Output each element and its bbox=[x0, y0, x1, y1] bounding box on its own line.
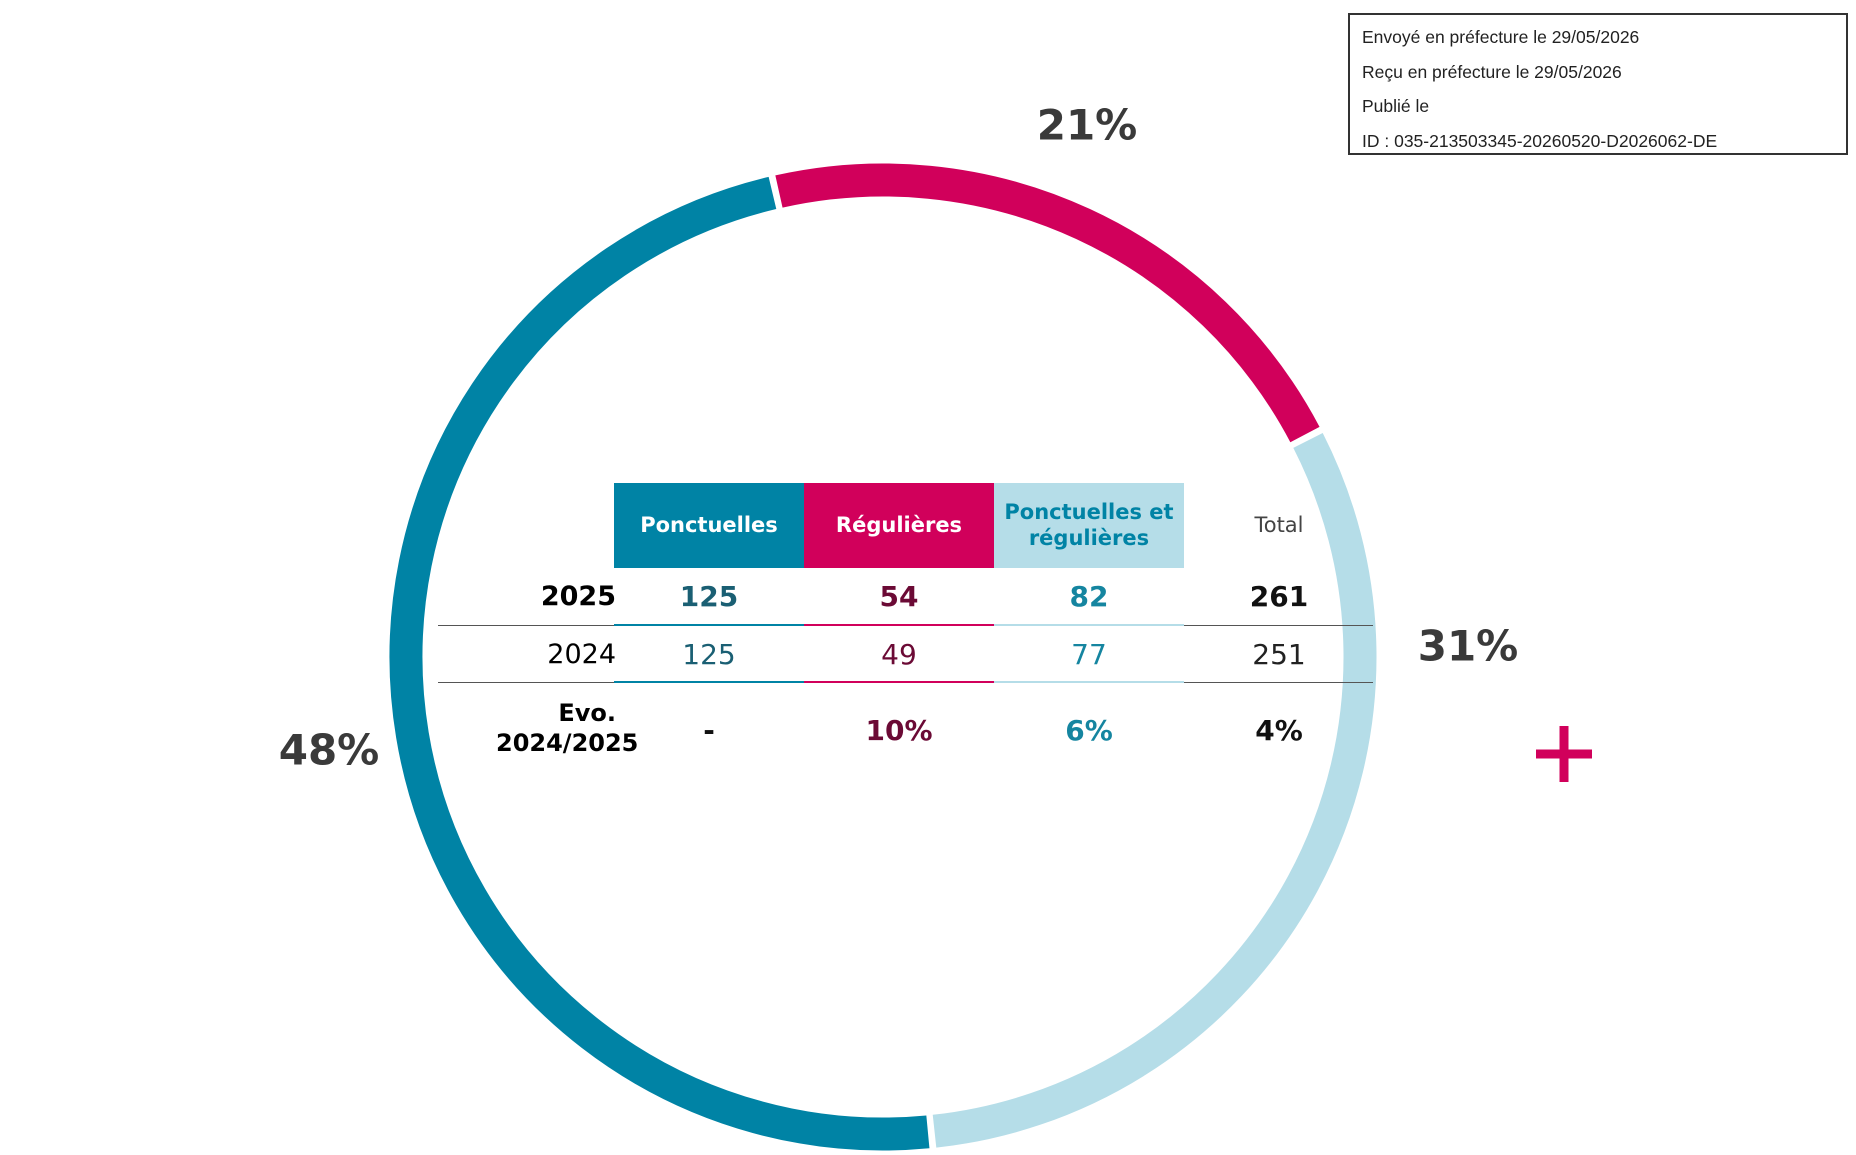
table-cell: 77 bbox=[994, 635, 1184, 675]
table-cell: - bbox=[614, 711, 804, 751]
table-cell: 10% bbox=[804, 711, 994, 751]
cell-underline bbox=[994, 681, 1184, 683]
stamp-line: Publié le bbox=[1362, 96, 1834, 131]
table-cell: 4% bbox=[1184, 711, 1374, 751]
table-cell: 125 bbox=[614, 635, 804, 675]
cell-underline bbox=[804, 681, 994, 683]
table-cell: 261 bbox=[1184, 577, 1374, 617]
stamp-line: Envoyé en préfecture le 29/05/2026 bbox=[1362, 27, 1834, 62]
table-header: Ponctuelles et régulières bbox=[994, 483, 1184, 568]
segment-label: 48% bbox=[279, 726, 380, 775]
table-header: Ponctuelles bbox=[614, 483, 804, 568]
table-cell: 125 bbox=[614, 577, 804, 617]
cell-underline bbox=[804, 624, 994, 626]
row-label: 2025 bbox=[446, 577, 616, 617]
table-cell: 6% bbox=[994, 711, 1184, 751]
stamp-line: ID : 035-213503345-20260520-D2026062-DE bbox=[1362, 131, 1834, 166]
table-header: Régulières bbox=[804, 483, 994, 568]
plus-icon bbox=[1536, 726, 1592, 782]
row-label: 2024 bbox=[446, 635, 616, 675]
cell-underline bbox=[614, 681, 804, 683]
table-cell: 82 bbox=[994, 577, 1184, 617]
table-cell: 54 bbox=[804, 577, 994, 617]
segment-label: 21% bbox=[1037, 101, 1138, 150]
cell-underline bbox=[994, 624, 1184, 626]
table-cell: 49 bbox=[804, 635, 994, 675]
row-label: Evo. 2024/2025 bbox=[496, 698, 616, 758]
page: {"chart_data": {"type": "donut", "catego… bbox=[0, 0, 1856, 1155]
table-cell: 251 bbox=[1184, 635, 1374, 675]
cell-underline bbox=[614, 624, 804, 626]
stamp-line: Reçu en préfecture le 29/05/2026 bbox=[1362, 62, 1834, 97]
segment-label: 31% bbox=[1418, 622, 1519, 671]
donut-segment bbox=[779, 180, 1305, 435]
table-header: Total bbox=[1184, 483, 1374, 568]
